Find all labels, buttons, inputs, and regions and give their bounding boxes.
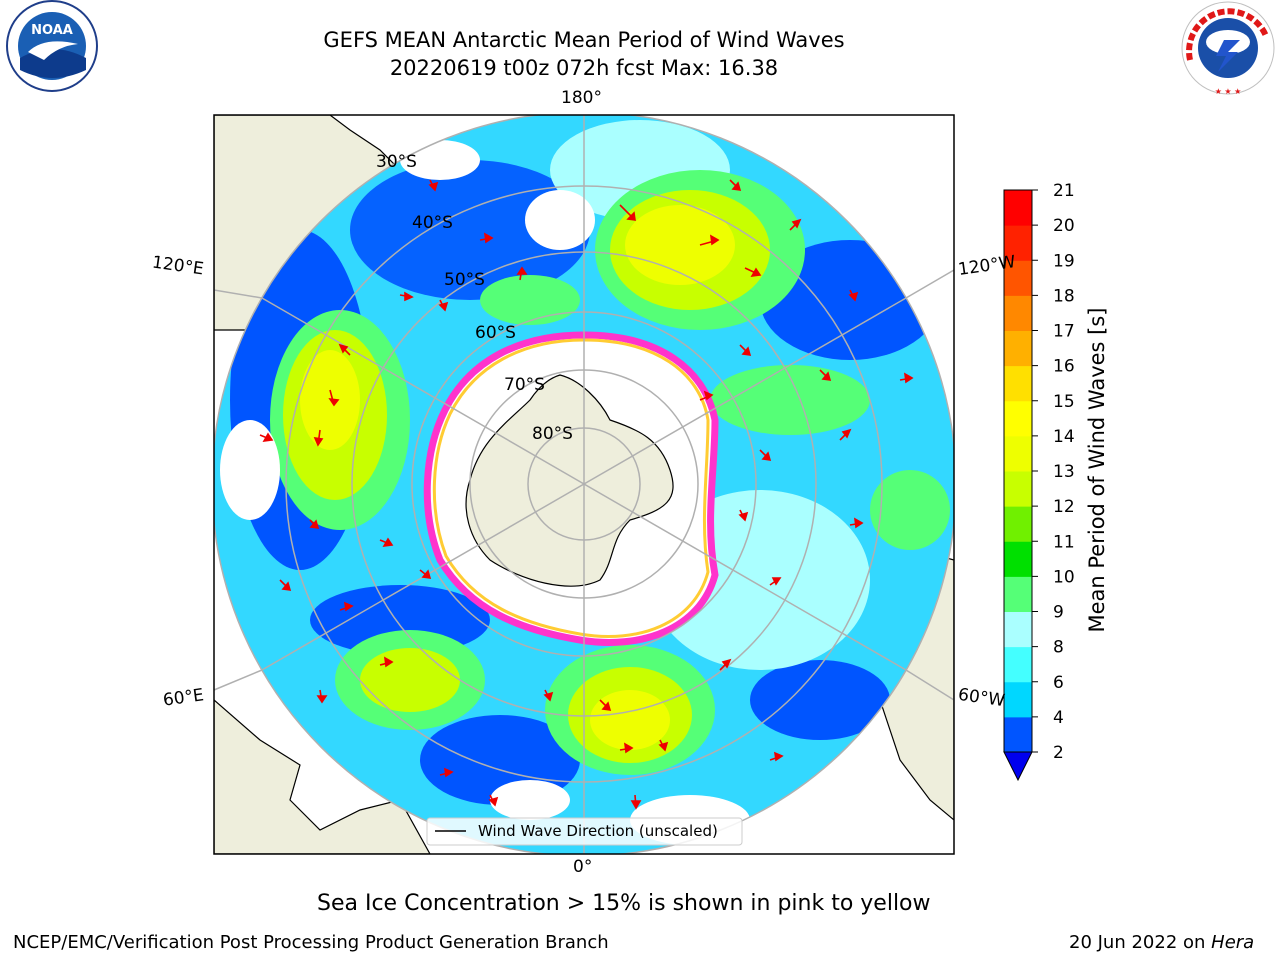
noaa-logo-text: NOAA [31, 23, 73, 38]
colorbar: 2 4 6 8 9 10 11 12 13 14 15 16 17 18 19 20 21 [1003, 181, 1075, 782]
colorbar-tick-label: 16 [1053, 357, 1075, 377]
colorbar-tick-label: 13 [1053, 462, 1075, 482]
colorbar-segment [1004, 471, 1032, 507]
latitude-label-60: 60°S [475, 323, 516, 343]
colorbar-tick-label: 20 [1053, 216, 1075, 236]
colorbar-tick-label: 10 [1053, 567, 1075, 587]
meridian-label-bottom: 0° [573, 857, 593, 877]
colorbar-tick-label: 9 [1053, 603, 1064, 623]
arrow-legend-label: Wind Wave Direction (unscaled) [478, 822, 718, 840]
colorbar-tick-label: 12 [1053, 497, 1075, 517]
wind-wave-arrows [259, 179, 914, 810]
footer-credit: NCEP/EMC/Verification Post Processing Pr… [13, 932, 609, 953]
latitude-label-30: 30°S [376, 152, 417, 172]
colorbar-segment [1004, 295, 1032, 331]
colorbar-segment [1004, 225, 1032, 261]
colorbar-label: Mean Period of Wind Waves [s] [1085, 307, 1109, 633]
colorbar-segment [1004, 190, 1032, 226]
colorbar-segment [1004, 435, 1032, 472]
latitude-label-40: 40°S [412, 213, 453, 233]
chart-title: GEFS MEAN Antarctic Mean Period of Wind … [323, 28, 845, 52]
svg-text:★ ★ ★: ★ ★ ★ [1215, 87, 1242, 96]
colorbar-segment [1004, 681, 1032, 718]
noaa-logo: NOAA [6, 0, 98, 92]
colorbar-segment [1004, 365, 1032, 402]
colorbar-tick-label: 8 [1053, 638, 1064, 658]
chart-subtitle: 20220619 t00z 072h fcst Max: 16.38 [389, 56, 779, 80]
colorbar-tick-label: 6 [1053, 673, 1064, 693]
nws-logo: ★ ★ ★ [1181, 1, 1275, 96]
footer-host: Hera [1211, 932, 1255, 953]
colorbar-segment [1004, 576, 1032, 612]
footer-date: 20 Jun 2022 on Hera [1069, 932, 1254, 953]
colorbar-segment [1004, 611, 1032, 648]
colorbar-segment [1004, 716, 1032, 753]
colorbar-tick-label: 14 [1053, 427, 1075, 447]
map-area [213, 114, 955, 855]
colorbar-under-triangle [1003, 751, 1033, 782]
arrow-legend [426, 817, 743, 846]
latitude-label-70: 70°S [504, 375, 545, 395]
colorbar-segment [1004, 330, 1032, 367]
colorbar-segment [1004, 646, 1032, 683]
colorbar-tick-label: 21 [1053, 181, 1075, 201]
sea-ice-note: Sea Ice Concentration > 15% is shown in … [317, 891, 931, 916]
colorbar-tick-label: 4 [1053, 708, 1064, 728]
colorbar-tick-label: 19 [1053, 251, 1075, 271]
colorbar-segment [1004, 541, 1032, 577]
colorbar-tick-label: 18 [1053, 286, 1075, 306]
colorbar-tick-label: 17 [1053, 322, 1075, 342]
latitude-label-80: 80°S [532, 424, 573, 444]
meridian-label-top: 180° [561, 88, 602, 108]
colorbar-tick-label: 11 [1053, 532, 1075, 552]
colorbar-tick-label: 15 [1053, 392, 1075, 412]
colorbar-segment [1004, 506, 1032, 542]
colorbar-segment [1004, 260, 1032, 296]
colorbar-tick-label: 2 [1053, 743, 1064, 763]
colorbar-segment [1004, 400, 1032, 437]
latitude-label-50: 50°S [444, 270, 485, 290]
footer-date-text: 20 Jun 2022 on [1069, 932, 1212, 953]
